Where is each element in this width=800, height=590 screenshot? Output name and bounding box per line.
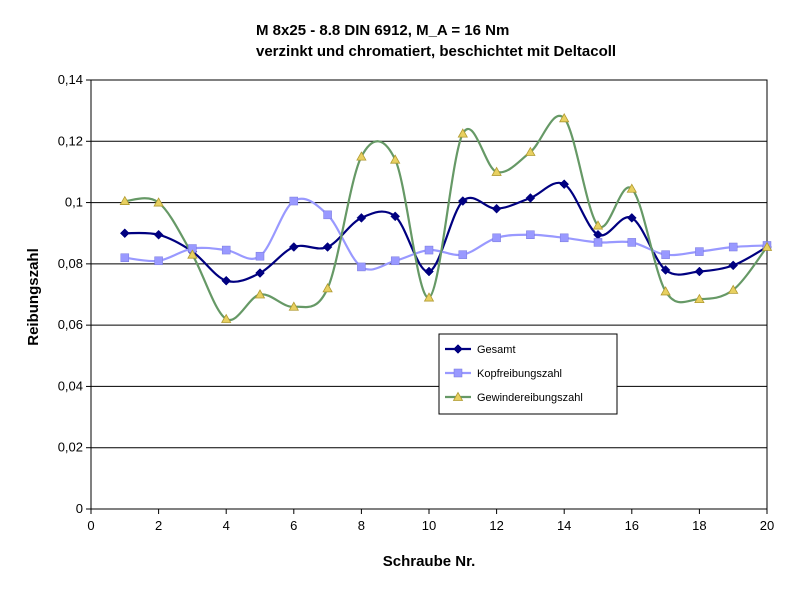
series-2-point [423, 292, 435, 302]
x-tick-label: 0 [87, 518, 94, 533]
series-0-point [660, 265, 671, 275]
y-tick-label: 0 [76, 501, 83, 516]
series-1-point [357, 262, 366, 272]
series-0-point [424, 266, 434, 277]
legend-marker [453, 344, 463, 354]
y-tick-label: 0,08 [58, 256, 83, 271]
series-2-point [728, 284, 739, 294]
series-0-point [559, 179, 570, 190]
series-1-point [526, 230, 535, 239]
series-0-point [153, 229, 164, 240]
series-2-point [626, 183, 637, 193]
legend-marker [453, 368, 463, 378]
series-1-point [120, 253, 130, 262]
series-1-point [661, 250, 670, 259]
series-1-point [424, 245, 434, 255]
y-axis-label: Reibungszahl [25, 248, 42, 346]
x-tick-label: 6 [290, 518, 297, 533]
y-tick-label: 0,02 [58, 440, 83, 455]
series-line-0 [124, 181, 768, 283]
series-0-point [356, 213, 367, 223]
series-1-point [154, 256, 163, 266]
x-tick-label: 8 [358, 518, 365, 533]
series-0-point [322, 242, 333, 252]
series-0-point [626, 213, 637, 223]
series-2-point [119, 195, 130, 205]
x-tick-label: 4 [223, 518, 230, 533]
y-tick-label: 0,1 [65, 195, 83, 210]
x-axis-label: Schraube Nr. [383, 553, 476, 570]
chart-title: M 8x25 - 8.8 DIN 6912, M_A = 16 Nm [256, 22, 509, 39]
series-1-point [255, 251, 265, 261]
series-1-point [390, 256, 400, 266]
plot-area: 0 0,02 0,04 0,06 0,08 0,1 0,12 0,14 0 2 4 6 8 10 12 14 1… [58, 72, 775, 533]
y-tick-label: 0,06 [58, 317, 83, 332]
series-1-point [221, 245, 231, 255]
series-0-point [457, 196, 468, 206]
y-tick-label: 0,14 [58, 72, 83, 87]
series-0-point [255, 268, 265, 278]
x-tick-label: 14 [557, 518, 571, 533]
legend-label: Gesamt [477, 344, 516, 356]
series-1-point [695, 247, 704, 256]
series-1-point [289, 196, 299, 206]
series-2-point [525, 146, 536, 156]
x-tick-label: 20 [760, 518, 774, 533]
series-2-point [592, 220, 604, 230]
series-0-point [491, 203, 502, 214]
series-2-point [153, 197, 164, 207]
y-tick-label: 0,12 [58, 133, 83, 148]
series-1-point [627, 238, 637, 247]
series-2-point [559, 112, 570, 123]
series-2-point [187, 249, 198, 259]
series-2-point [356, 151, 367, 161]
chart-subtitle: verzinkt und chromatiert, beschichtet mi… [256, 43, 616, 60]
series-1-point [458, 250, 468, 259]
series-0-point [119, 228, 130, 239]
series-1-point [323, 210, 332, 220]
series-2-point [288, 301, 299, 311]
x-tick-label: 16 [625, 518, 639, 533]
x-tick-label: 10 [422, 518, 436, 533]
legend-label: Gewindereibungszahl [477, 392, 583, 404]
series-2-point [660, 286, 671, 296]
series-1-point [593, 238, 603, 247]
x-tick-label: 2 [155, 518, 162, 533]
series-2-point [221, 313, 232, 323]
legend-label: Kopfreibungszahl [477, 368, 562, 380]
series-0-point [525, 193, 536, 203]
series-2-point [322, 283, 333, 293]
legend-marker [452, 391, 464, 401]
series-2-point [390, 154, 401, 164]
series-2-point [491, 166, 502, 176]
y-tick-label: 0,04 [58, 378, 83, 393]
series-1-point [559, 233, 569, 243]
series-0-point [288, 242, 299, 252]
series-1-point [492, 233, 501, 243]
series-0-point [221, 275, 232, 286]
x-tick-label: 18 [692, 518, 706, 533]
series-0-point [728, 260, 739, 271]
series-1-point [728, 242, 738, 252]
series-2-point [761, 241, 773, 251]
series-0-point [694, 266, 705, 277]
series-2-point [254, 289, 266, 299]
series-0-point [390, 211, 401, 222]
x-tick-label: 12 [489, 518, 503, 533]
series-2-point [457, 128, 468, 138]
series-2-point [694, 293, 705, 303]
legend: Gesamt Kopfreibungszahl Gewindereibungszah… [438, 333, 618, 415]
series-line-2 [124, 114, 768, 322]
